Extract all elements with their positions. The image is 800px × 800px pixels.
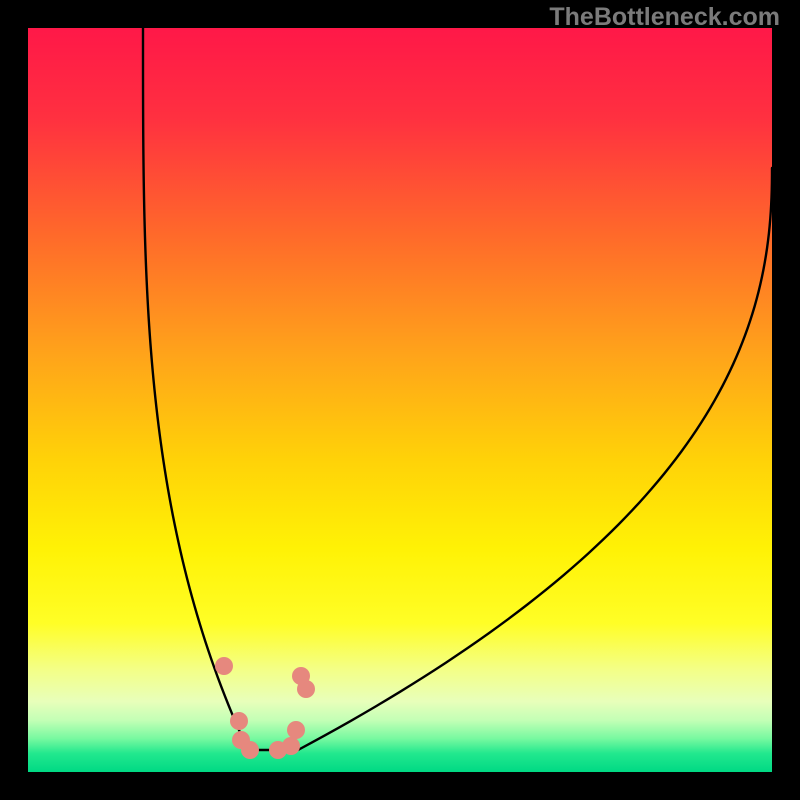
curve-marker — [215, 657, 233, 675]
curve-marker — [292, 667, 310, 685]
curve-marker — [230, 712, 248, 730]
gradient-background — [28, 28, 772, 772]
curve-marker — [241, 741, 259, 759]
curve-marker — [282, 737, 300, 755]
chart-svg — [28, 28, 772, 772]
curve-marker — [287, 721, 305, 739]
watermark-text: TheBottleneck.com — [549, 3, 780, 32]
plot-area — [28, 28, 772, 772]
